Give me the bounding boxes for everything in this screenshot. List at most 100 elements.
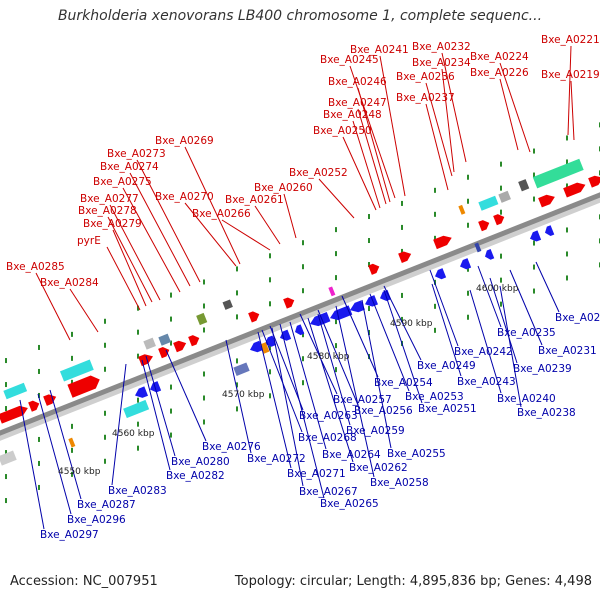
track-dot <box>467 174 469 180</box>
leader-line <box>112 229 147 307</box>
track-dot <box>71 379 73 385</box>
leader-line <box>379 55 406 197</box>
misc-feature-block <box>474 242 482 253</box>
leader-line <box>184 202 237 267</box>
gene-label: Bxe_A0278 <box>78 205 137 217</box>
label-leader-lines <box>19 45 575 530</box>
track-dot <box>434 211 436 217</box>
track-dot <box>401 224 403 230</box>
track-dot <box>533 172 535 178</box>
track-dot <box>5 498 7 504</box>
leader-line <box>129 172 191 287</box>
track-dot <box>533 240 535 246</box>
track-dot <box>500 301 502 307</box>
forward-gene-arrow <box>283 297 295 309</box>
track-dot <box>170 340 172 346</box>
track-dot <box>500 253 502 259</box>
kbp-tick-label: 4570 kbp <box>222 390 265 400</box>
misc-feature-block <box>59 359 94 382</box>
leader-line <box>136 159 201 283</box>
track-dot <box>269 369 271 375</box>
leader-line <box>269 325 304 411</box>
track-dot <box>71 447 73 453</box>
gene-label: Bxe_A0235 <box>497 327 556 339</box>
leader-line <box>499 78 519 151</box>
gene-label: Bxe_A0241 <box>350 44 409 56</box>
leader-line <box>441 68 455 173</box>
track-dot <box>500 161 502 167</box>
track-dot <box>170 292 172 298</box>
track-dot <box>533 196 535 202</box>
leader-line <box>279 323 325 499</box>
reverse-gene-arrow <box>435 268 447 280</box>
leader-line <box>499 285 522 408</box>
track-dot <box>137 329 139 335</box>
track-dot <box>269 393 271 399</box>
leader-line <box>469 289 502 394</box>
gene-label: Bxe_A0250 <box>313 125 372 137</box>
track-dot <box>500 209 502 215</box>
gene-label: Bxe_A0224 <box>470 51 529 63</box>
track-dot <box>203 419 205 425</box>
leader-line <box>37 393 72 515</box>
leader-line <box>318 178 355 219</box>
leader-line <box>283 193 297 239</box>
gene-label: Bxe_A0265 <box>320 498 379 510</box>
track-dot <box>170 384 172 390</box>
misc-feature-block <box>518 179 530 192</box>
gene-label: Bxe_A0279 <box>83 218 142 230</box>
gene-label: Bxe_A0276 <box>202 441 261 453</box>
gene-label: Bxe_A0284 <box>40 277 99 289</box>
gene-label: Bxe_A0269 <box>155 135 214 147</box>
track-dot <box>533 264 535 270</box>
leader-line <box>145 355 176 457</box>
reverse-gene-arrow <box>330 305 353 321</box>
track-dot <box>500 277 502 283</box>
track-dot <box>401 316 403 322</box>
leader-line <box>49 389 82 500</box>
track-dot <box>335 275 337 281</box>
track-dot <box>566 227 568 233</box>
gene-label: Bxe_A0282 <box>166 470 225 482</box>
gene-label: pyrE <box>77 235 101 247</box>
misc-feature-block <box>222 299 233 310</box>
track-dot <box>269 345 271 351</box>
track-dot <box>38 392 40 398</box>
leader-line <box>289 321 327 450</box>
track-dot <box>533 148 535 154</box>
misc-feature-block <box>458 204 466 215</box>
gene-label: Bxe_A0245 <box>320 54 379 66</box>
leader-line <box>369 293 410 392</box>
forward-gene-arrow <box>188 335 200 347</box>
gene-label: Bxe_A0273 <box>107 148 166 160</box>
track-dot <box>533 288 535 294</box>
forward-gene-arrow <box>563 182 586 198</box>
gene-label: Bxe_A0272 <box>247 453 306 465</box>
leader-line <box>477 265 502 328</box>
gene-label: Bxe_A0228 <box>555 312 600 324</box>
leader-line <box>107 216 153 303</box>
track-dot <box>335 251 337 257</box>
gene-label: Bxe_A0221 <box>541 34 600 46</box>
leader-line <box>111 363 127 486</box>
forward-gene-arrow <box>248 311 260 323</box>
gene-label: Bxe_A0258 <box>370 477 429 489</box>
gene-label: Bxe_A0257 <box>333 394 392 406</box>
reverse-gene-arrow <box>280 329 292 341</box>
gene-label: Bxe_A0243 <box>457 376 516 388</box>
track-dot <box>38 436 40 442</box>
misc-feature-block <box>498 190 511 203</box>
track-dot <box>170 316 172 322</box>
leader-line <box>431 283 462 377</box>
track-dot <box>104 458 106 464</box>
forward-gene-arrow <box>538 194 555 208</box>
track-dot <box>269 277 271 283</box>
track-dot <box>368 238 370 244</box>
track-dot <box>203 279 205 285</box>
track-dot <box>104 434 106 440</box>
track-dot <box>5 358 7 364</box>
track-dot <box>38 460 40 466</box>
forward-gene-arrow <box>588 175 600 188</box>
gene-label: Bxe_A0247 <box>328 97 387 109</box>
